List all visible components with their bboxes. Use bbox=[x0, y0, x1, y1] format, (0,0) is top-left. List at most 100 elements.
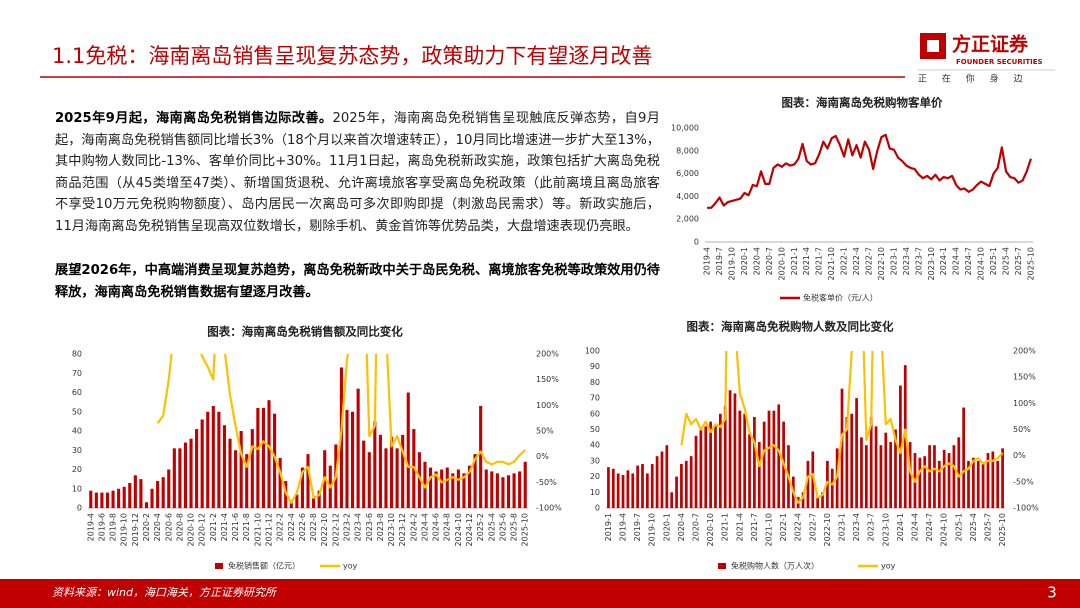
page-number: 3 bbox=[1047, 584, 1057, 602]
chart-title: 图表：海南离岛免税购物人数及同比变化 bbox=[687, 320, 894, 334]
bar bbox=[479, 405, 483, 508]
bar bbox=[306, 454, 310, 508]
x-tick-label: 2022-1 bbox=[779, 513, 788, 541]
y-tick-label: 60 bbox=[72, 388, 82, 397]
bar bbox=[616, 473, 620, 508]
bar bbox=[350, 411, 355, 508]
bar bbox=[840, 388, 844, 508]
x-tick-label: 2020-10 bbox=[777, 247, 786, 280]
bar bbox=[239, 431, 243, 508]
x-tick-label: 2024-1 bbox=[896, 513, 905, 541]
bar bbox=[801, 492, 805, 508]
x-tick-label: 2022-1 bbox=[840, 247, 849, 275]
bar bbox=[167, 469, 171, 508]
x-tick-label: 2024-12 bbox=[465, 513, 474, 546]
y-tick-label: 50 bbox=[590, 425, 600, 434]
x-tick-label: 2021-10 bbox=[827, 247, 836, 280]
bar bbox=[806, 460, 810, 508]
bar bbox=[273, 413, 277, 508]
bar bbox=[172, 448, 176, 508]
bar bbox=[395, 448, 399, 508]
bar bbox=[607, 467, 610, 508]
x-tick-label: 2023-8 bbox=[376, 513, 385, 541]
x-tick-label: 2024-4 bbox=[910, 513, 919, 541]
x-tick-label: 2020-1 bbox=[662, 513, 671, 541]
y2-tick-label: 50% bbox=[536, 427, 554, 436]
x-tick-label: 2025-7 bbox=[1014, 247, 1023, 275]
bar bbox=[723, 405, 727, 508]
bar bbox=[830, 468, 834, 508]
bar bbox=[918, 457, 922, 508]
bar bbox=[738, 410, 742, 508]
bar bbox=[670, 492, 674, 508]
x-tick-label: 2022-7 bbox=[808, 513, 817, 541]
bar bbox=[456, 469, 460, 508]
slide-title: 1.1免税：海南离岛销售呈现复苏态势，政策助力下有望逐月改善 bbox=[52, 44, 652, 68]
x-tick-label: 2023-4 bbox=[902, 247, 911, 275]
x-tick-label: 2020-1 bbox=[740, 247, 749, 275]
x-tick-label: 2024-8 bbox=[443, 513, 452, 541]
bar bbox=[495, 473, 499, 508]
bar bbox=[150, 488, 154, 508]
x-tick-label: 2021-10 bbox=[253, 513, 262, 546]
x-tick-label: 2020-4 bbox=[153, 513, 162, 541]
x-tick-label: 2023-1 bbox=[889, 247, 898, 275]
bar bbox=[484, 469, 488, 508]
bar bbox=[947, 453, 951, 508]
x-tick-label: 2021-1 bbox=[721, 513, 730, 541]
bar bbox=[991, 451, 995, 508]
bar bbox=[743, 413, 747, 508]
bar bbox=[942, 449, 946, 508]
bar bbox=[389, 436, 394, 508]
x-tick-label: 2024-1 bbox=[939, 247, 948, 275]
bar bbox=[894, 429, 897, 508]
bar bbox=[278, 457, 282, 508]
bar bbox=[423, 461, 427, 508]
bar bbox=[675, 476, 678, 508]
source: 资料来源：wind，海口海关，方正证券研究所 bbox=[52, 586, 278, 599]
legend-label: 免税客单价（元/人） bbox=[803, 293, 878, 303]
line bbox=[156, 354, 526, 504]
bar bbox=[714, 426, 717, 508]
y2-tick-label: 150% bbox=[536, 375, 559, 384]
x-tick-label: 2022-4 bbox=[794, 513, 803, 541]
bar bbox=[401, 434, 405, 508]
bar bbox=[490, 471, 494, 508]
bar bbox=[753, 416, 756, 508]
x-tick-label: 2023-1 bbox=[837, 513, 846, 541]
x-tick-label: 2021-4 bbox=[735, 513, 744, 541]
x-tick-label: 2022-6 bbox=[298, 513, 307, 541]
x-tick-label: 2024-2 bbox=[409, 513, 418, 541]
bar bbox=[645, 473, 649, 508]
y-tick-label: 100 bbox=[585, 347, 600, 356]
y-tick-label: 0 bbox=[77, 504, 82, 513]
x-tick-label: 2022-4 bbox=[287, 513, 296, 541]
bar bbox=[864, 445, 868, 508]
bar bbox=[434, 471, 438, 508]
y2-tick-label: 50% bbox=[1013, 425, 1031, 434]
x-tick-label: 2022-10 bbox=[823, 513, 832, 546]
x-tick-label: 2022-4 bbox=[852, 247, 861, 275]
bar bbox=[234, 450, 238, 508]
y-tick-label: 6,000 bbox=[676, 169, 699, 178]
x-tick-label: 2019-10 bbox=[648, 513, 657, 546]
bar bbox=[462, 473, 466, 508]
bar bbox=[709, 421, 712, 508]
bar bbox=[855, 398, 858, 508]
bar bbox=[189, 438, 193, 508]
bar bbox=[256, 407, 260, 508]
y-tick-label: 90 bbox=[590, 362, 600, 371]
bar bbox=[518, 471, 522, 508]
x-tick-label: 2024-7 bbox=[964, 247, 973, 275]
y-tick-label: 10,000 bbox=[671, 124, 699, 133]
bar bbox=[428, 467, 433, 508]
line bbox=[707, 133, 1032, 209]
bar bbox=[506, 475, 511, 508]
x-tick-label: 2025-10 bbox=[1026, 247, 1035, 280]
x-tick-label: 2022-7 bbox=[865, 247, 874, 275]
y2-tick-label: -100% bbox=[536, 504, 562, 513]
footer-bar bbox=[0, 579, 1080, 608]
bar bbox=[144, 502, 149, 508]
bar bbox=[631, 473, 635, 508]
bar bbox=[967, 460, 970, 508]
